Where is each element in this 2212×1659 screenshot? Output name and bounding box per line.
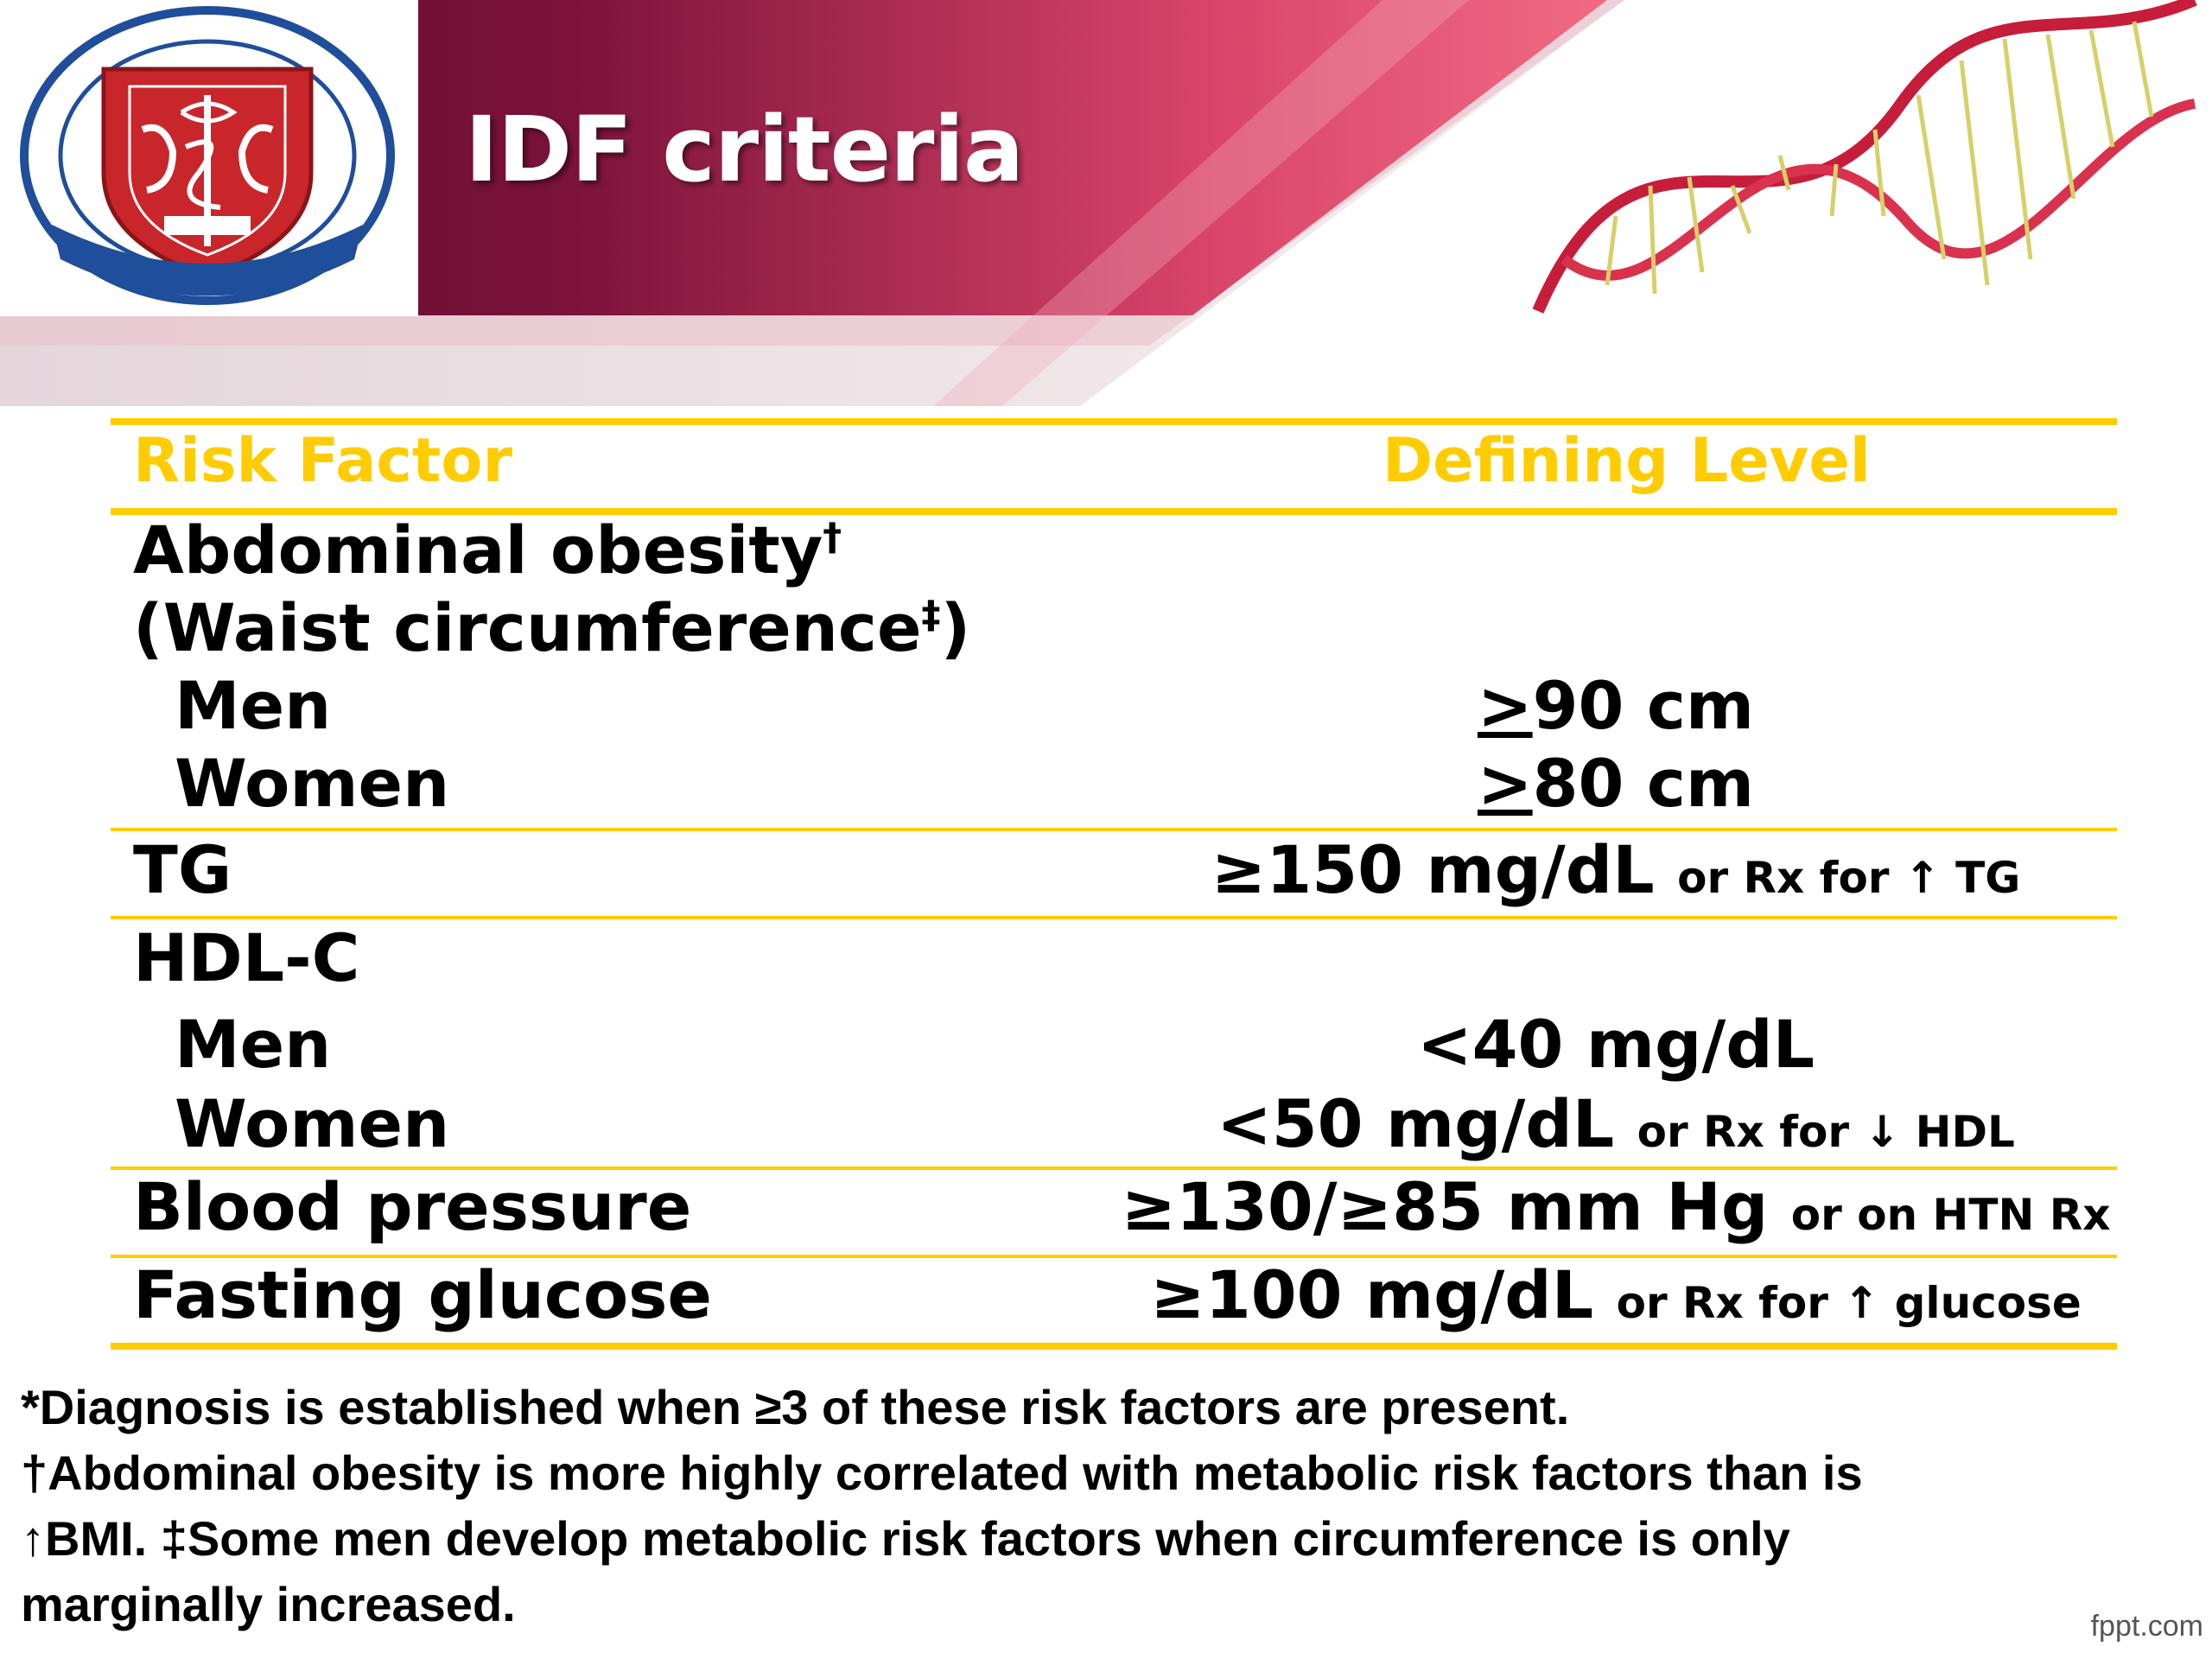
header-risk-factor: Risk Factor bbox=[133, 425, 513, 496]
blood-pressure-value: ≥130/≥85 mm Hg or on HTN Rx bbox=[1121, 1168, 2111, 1245]
footnote-abdominal: †Abdominal obesity is more highly correl… bbox=[21, 1446, 1863, 1500]
hdl-women-label: Women bbox=[175, 1085, 450, 1162]
abdominal-obesity-label: Abdominal obesity† bbox=[133, 512, 842, 588]
waist-circumference-label: (Waist circumference‡) bbox=[133, 589, 971, 666]
watermark: fppt.com bbox=[2090, 1610, 2203, 1643]
table-bottom-rule bbox=[111, 1343, 2117, 1350]
abdominal-women-label: Women bbox=[175, 745, 450, 822]
header-bottom-rule bbox=[111, 508, 2117, 515]
footnote-diagnosis: *Diagnosis is established when ≥3 of the… bbox=[21, 1380, 1570, 1434]
row-divider bbox=[111, 1255, 2117, 1258]
hdl-label: HDL-C bbox=[133, 919, 360, 996]
footnote-bmi: ↑BMI. ‡Some men develop metabolic risk f… bbox=[21, 1511, 1790, 1566]
fasting-glucose-value: ≥100 mg/dL or Rx for ↑ glucose bbox=[1150, 1256, 2082, 1333]
blood-pressure-label: Blood pressure bbox=[133, 1168, 692, 1245]
slide-title: IDF criteria bbox=[465, 97, 1024, 202]
header-defining-level: Defining Level bbox=[1382, 425, 1871, 496]
table-top-rule bbox=[111, 418, 2117, 425]
abdominal-men-label: Men bbox=[175, 667, 332, 744]
tg-value: ≥150 mg/dL or Rx for ↑ TG bbox=[1211, 831, 2021, 908]
hdl-women-value: <50 mg/dL or Rx for ↓ HDL bbox=[1217, 1085, 2015, 1162]
footnote-marginal: marginally increased. bbox=[21, 1577, 516, 1631]
hdl-men-label: Men bbox=[175, 1006, 332, 1083]
university-logo bbox=[0, 0, 418, 316]
row-divider bbox=[111, 916, 2117, 919]
fasting-glucose-label: Fasting glucose bbox=[133, 1256, 712, 1333]
tg-label: TG bbox=[133, 831, 232, 908]
row-divider bbox=[111, 1166, 2117, 1170]
dna-helix-image bbox=[1532, 0, 2197, 314]
abdominal-men-value: >90 cm bbox=[1477, 667, 1755, 744]
row-divider bbox=[111, 828, 2117, 831]
abdominal-women-value: >80 cm bbox=[1477, 745, 1755, 822]
hdl-men-value: <40 mg/dL bbox=[1416, 1006, 1815, 1083]
